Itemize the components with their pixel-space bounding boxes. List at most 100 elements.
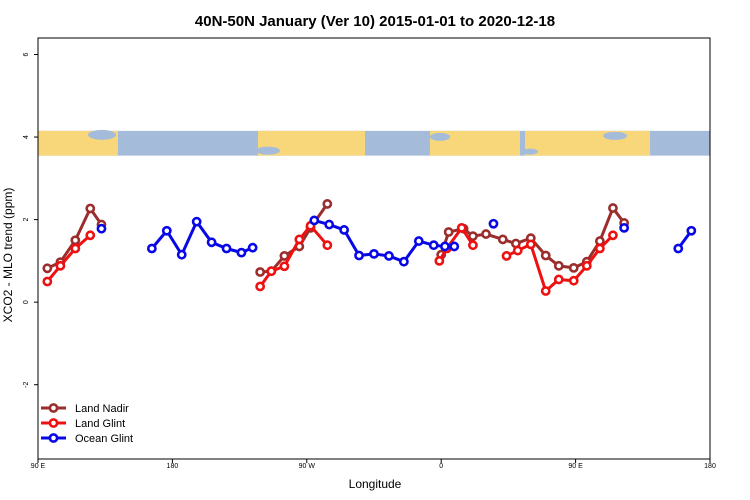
legend-marker: [48, 418, 59, 428]
data-point: [339, 225, 350, 235]
legend-marker: [48, 403, 59, 413]
data-point: [146, 243, 157, 254]
data-point: [322, 199, 333, 209]
series-line: [46, 234, 92, 283]
data-point: [468, 231, 478, 242]
map-lake: [256, 146, 280, 155]
data-point: [294, 234, 305, 245]
data-point: [369, 248, 379, 259]
data-point: [686, 225, 697, 236]
map-lake: [88, 129, 116, 140]
y-axis-label: XCO2 - MLO trend (ppm): [1, 188, 15, 323]
data-point: [221, 243, 232, 254]
data-point: [255, 267, 266, 277]
data-point: [440, 241, 450, 252]
data-point: [354, 250, 364, 261]
data-point: [413, 236, 424, 246]
plot-frame: [37, 37, 711, 460]
x-axis: 90 E 180 90 W 0 90 E 180: [31, 459, 716, 470]
series-line: [260, 203, 329, 274]
map-strip: [38, 129, 710, 156]
data-point: [581, 260, 592, 271]
data-point: [191, 216, 202, 227]
data-point: [255, 281, 266, 292]
data-point: [497, 234, 508, 245]
map-land: [525, 130, 650, 156]
series-land-nadir: [42, 199, 630, 277]
data-point: [85, 203, 96, 214]
data-point: [568, 262, 579, 273]
data-point: [553, 260, 564, 271]
y-tick-label: 6: [23, 52, 30, 56]
series-land-glint: [42, 220, 618, 296]
y-axis: -2 0 2 4 6: [23, 52, 38, 388]
x-tick-label: 90 W: [299, 463, 316, 470]
data-point: [594, 236, 605, 246]
data-point: [42, 263, 53, 274]
data-point: [594, 243, 605, 254]
data-point: [161, 225, 172, 236]
data-point: [468, 240, 478, 251]
data-point: [70, 243, 81, 254]
legend: Land Nadir Land Glint Ocean Glint: [41, 403, 133, 445]
legend-label: Ocean Glint: [75, 433, 133, 445]
data-point: [434, 255, 445, 266]
series-line: [438, 226, 475, 262]
x-tick-label: 180: [167, 463, 179, 470]
data-point: [540, 286, 551, 296]
data-point: [176, 249, 187, 260]
map-lake: [603, 131, 627, 140]
data-point: [309, 215, 320, 226]
map-lake: [522, 148, 538, 155]
legend-label: Land Glint: [75, 418, 125, 430]
chart-title: 40N-50N January (Ver 10) 2015-01-01 to 2…: [195, 13, 555, 30]
data-point: [324, 219, 335, 230]
data-point: [488, 218, 499, 229]
data-point: [501, 251, 512, 261]
legend-item: Land Nadir: [41, 403, 129, 415]
x-tick-label: 180: [704, 463, 716, 470]
legend-item: Ocean Glint: [41, 433, 133, 445]
x-axis-label: Longitude: [349, 477, 402, 491]
data-point: [428, 240, 439, 251]
y-tick-label: 0: [23, 300, 30, 304]
series-layer: [42, 199, 697, 296]
x-tick-label: 90 E: [568, 463, 583, 470]
data-point: [85, 230, 96, 241]
y-tick-label: 2: [23, 218, 30, 222]
series-line: [258, 224, 329, 288]
data-point: [619, 222, 630, 233]
data-point: [512, 245, 523, 256]
data-point: [42, 276, 53, 287]
data-point: [96, 223, 107, 234]
data-point: [279, 261, 290, 272]
data-point: [456, 222, 467, 233]
data-point: [322, 240, 333, 251]
data-point: [236, 247, 247, 258]
data-point: [553, 274, 564, 285]
y-tick-label: 4: [23, 135, 30, 139]
data-point: [398, 256, 409, 267]
x-tick-label: 90 E: [31, 463, 46, 470]
legend-label: Land Nadir: [75, 403, 129, 415]
legend-marker: [48, 433, 59, 443]
series-ocean-glint: [96, 215, 697, 267]
data-point: [279, 251, 290, 261]
data-point: [266, 266, 277, 277]
data-point: [608, 230, 618, 241]
legend-item: Land Glint: [41, 418, 125, 430]
x-tick-label: 0: [439, 463, 443, 470]
data-point: [481, 229, 491, 239]
data-point: [673, 243, 684, 254]
map-lake: [430, 132, 450, 141]
data-point: [525, 239, 536, 250]
data-point: [443, 227, 454, 237]
data-point: [55, 260, 66, 271]
data-point: [206, 237, 217, 248]
data-point: [568, 275, 579, 286]
data-point: [247, 242, 258, 253]
data-point: [540, 250, 551, 261]
data-point: [384, 251, 394, 261]
data-point: [70, 235, 81, 246]
